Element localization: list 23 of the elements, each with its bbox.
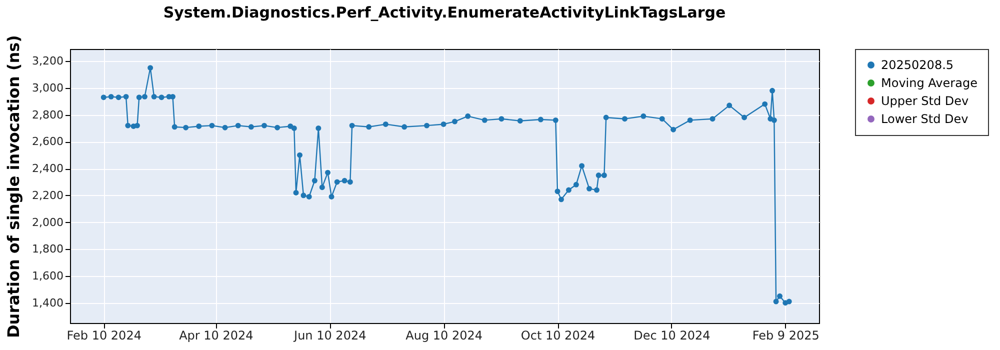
y-tick-label: 2,600	[32, 135, 64, 148]
y-tick-label: 3,200	[32, 54, 64, 68]
x-tick-label: Dec 10 2024	[634, 328, 710, 342]
y-tick-label: 2,800	[32, 108, 64, 122]
x-tick-label: Oct 10 2024	[520, 328, 596, 342]
y-tick-label: 2,200	[32, 188, 64, 202]
legend-label: Upper Std Dev	[881, 94, 969, 108]
x-tick-label: Feb 9 2025	[752, 328, 820, 342]
legend-label: 20250208.5	[881, 58, 954, 72]
legend-label: Lower Std Dev	[881, 112, 968, 126]
legend-label: Moving Average	[881, 76, 978, 90]
y-tick-label: 1,600	[32, 269, 64, 282]
y-tick-label: 3,000	[32, 81, 64, 94]
y-axis-title: Duration of single invocation (ns)	[4, 35, 24, 338]
y-tick-label: 2,400	[32, 162, 64, 176]
x-tick-label: Aug 10 2024	[406, 328, 483, 342]
y-tick-label: 1,400	[32, 296, 64, 310]
x-tick-label: Apr 10 2024	[179, 328, 254, 342]
chart-title: System.Diagnostics.Perf_Activity.EnumerateActivityLinkTagsLarge	[163, 4, 726, 22]
x-tick-label: Feb 10 2024	[66, 328, 142, 342]
y-tick-label: 1,800	[32, 242, 64, 256]
y-tick-label: 2,000	[32, 216, 64, 229]
x-tick-label: Jun 10 2024	[293, 328, 366, 342]
